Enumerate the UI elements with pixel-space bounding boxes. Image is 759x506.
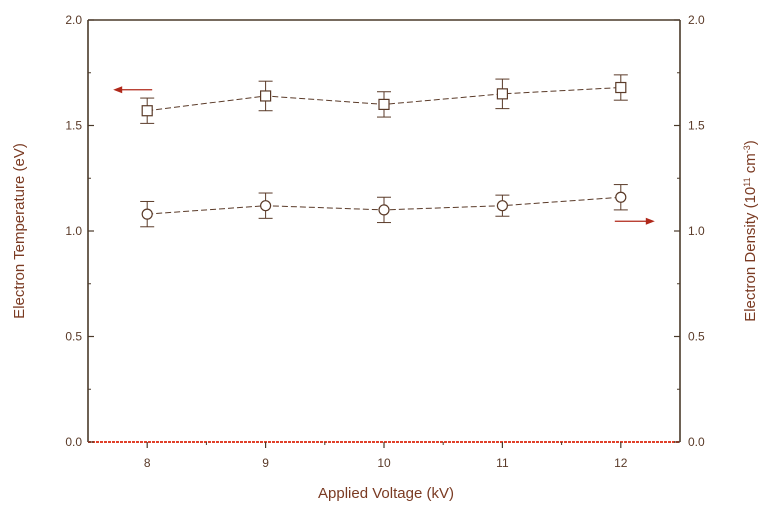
x-tick-label: 12: [614, 456, 628, 470]
y-left-axis-title: Electron Temperature (eV): [11, 143, 28, 319]
data-point-square: [615, 81, 627, 94]
right-axis-arrow-head: [645, 217, 655, 225]
data-point-square: [378, 98, 390, 111]
data-point-circle: [378, 204, 390, 216]
y-right-title-suffix: ): [742, 140, 759, 145]
y-right-tick-label: 1.5: [688, 119, 705, 133]
x-tick-label: 9: [262, 456, 269, 470]
x-tick-label: 11: [496, 456, 509, 470]
y-right-tick-label: 1.0: [688, 224, 705, 238]
data-point-circle: [141, 208, 153, 220]
data-point-square: [496, 88, 508, 100]
x-axis-title: Applied Voltage (kV): [318, 485, 454, 502]
y-left-tick-label: 1.5: [65, 119, 82, 133]
y-right-axis-title: Electron Density (1011 cm-3): [742, 140, 759, 322]
y-right-title-mid: cm: [742, 153, 759, 177]
y-right-title-exp1: 11: [742, 177, 752, 186]
data-point-circle: [260, 200, 272, 212]
y-right-tick-label: 2.0: [688, 13, 705, 27]
plot-area: [87, 19, 681, 443]
y-left-tick-label: 1.0: [65, 224, 82, 238]
tick-layer: 8 9 10 11 12 0.0 0.5 1.0 1.5 2.0 0.0 0.5 1.0 1.5 2.0: [65, 13, 705, 470]
x-tick-label: 10: [377, 456, 391, 470]
y-left-tick-label: 2.0: [65, 13, 82, 27]
data-point-circle: [615, 191, 627, 203]
y-left-tick-label: 0.5: [65, 330, 82, 344]
data-point-square: [141, 105, 153, 117]
y-right-title-prefix: Electron Density (10: [742, 187, 759, 322]
y-right-tick-label: 0.5: [688, 330, 705, 344]
series-layer: [113, 74, 655, 228]
data-point-square: [260, 90, 272, 102]
y-right-title-exp2: -3: [742, 145, 752, 153]
data-point-circle: [496, 200, 508, 212]
left-axis-arrow-head: [113, 86, 123, 94]
y-left-tick-label: 0.0: [65, 435, 82, 449]
x-tick-label: 8: [144, 456, 151, 470]
y-right-tick-label: 0.0: [688, 435, 705, 449]
